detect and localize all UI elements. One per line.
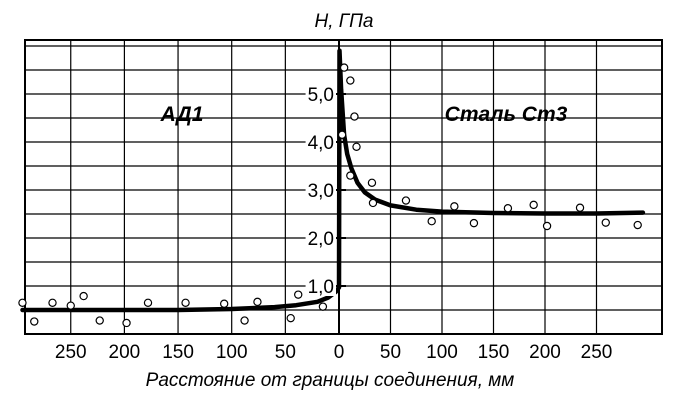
y-tick-label-background [305,180,336,200]
plot-border [24,39,663,335]
x-tick-label: 0 [334,342,345,363]
plot-frame [24,39,663,335]
x-tick-label: 250 [581,342,613,363]
data-point [143,298,153,307]
data-point [66,301,75,310]
data-point [30,317,39,326]
data-point [294,290,303,299]
data-point [18,298,27,307]
x-tick-label: 250 [55,342,87,363]
x-tick-label: 50 [275,342,296,363]
y-tick-label: 1,0 [308,277,334,298]
data-point [79,291,88,301]
y-tick-label-background [305,228,336,248]
x-tick-label: 50 [380,342,401,363]
data-point [181,298,190,307]
fit-curve [20,48,646,313]
x-tick-label: 200 [529,342,561,363]
y-tick-label: 4,0 [308,133,334,154]
grid [25,40,662,334]
y-tick-label: 5,0 [308,85,334,106]
data-point [95,316,104,325]
data-point [48,298,57,307]
y-tick-label-background [305,84,336,104]
region-label-ad1: АД1 [160,103,204,126]
data-point [346,76,355,85]
data-point [318,302,328,311]
fit-curve-line [20,48,646,313]
data-point [401,196,411,205]
data-point [469,218,479,228]
data-point [122,318,131,328]
x-tick-label: 200 [109,342,141,363]
y-tick-label-background [305,132,336,152]
chart-title: H, ГПа [315,11,374,32]
region-label-steel: Сталь Ст3 [445,103,568,126]
data-point [219,299,229,308]
data-point [337,130,347,139]
data-point [503,204,513,213]
data-point [601,218,610,227]
data-point [286,313,295,323]
data-point [450,202,459,211]
data-point [350,112,359,121]
tick-labels: 250 200 150 100 50 0 50 100 150 200 250 1,0 2,0 3,0 4,… [55,84,612,363]
x-tick-label: 100 [426,342,458,363]
x-tick-label: 150 [162,342,194,363]
data-point [529,200,538,210]
data-point [240,316,249,325]
x-tick-label: 100 [216,342,248,363]
data-point [575,203,585,212]
y-tick-label: 3,0 [308,181,334,202]
x-tick-label: 150 [478,342,510,363]
data-point [339,63,349,72]
data-point [367,178,377,187]
data-point [346,171,355,180]
data-point [542,221,552,231]
data-point [352,142,361,151]
y-tick-label-background [305,276,336,296]
y-tick-label: 2,0 [308,229,334,250]
x-axis-label: Расстояние от границы соединения, мм [146,370,515,391]
data-point [633,220,642,230]
data-point [253,297,262,307]
data-point [368,198,378,208]
data-point [427,216,436,226]
